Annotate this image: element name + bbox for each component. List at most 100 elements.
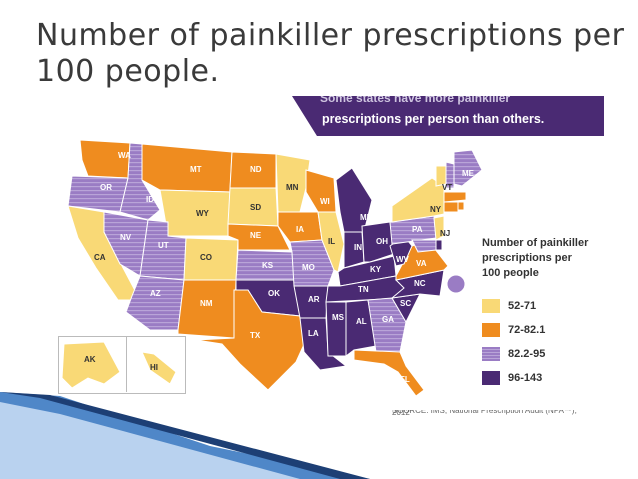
state-in [343, 231, 365, 269]
state-ri [457, 201, 465, 211]
slide-title: Number of painkiller prescriptions per 1… [36, 18, 625, 89]
state-la [299, 317, 348, 371]
state-label-mo: MO [302, 263, 315, 272]
state-label-md: MD [452, 255, 465, 264]
alaska-hawaii-inset [58, 336, 186, 394]
state-mt [141, 143, 233, 193]
banner-box [292, 96, 604, 136]
state-md [411, 239, 437, 253]
state-dc-marker [446, 274, 466, 294]
state-al [345, 299, 377, 357]
state-or [67, 175, 129, 213]
state-label-pa: PA [412, 225, 423, 234]
state-label-ga: GA [382, 315, 394, 324]
legend-swatch [482, 371, 500, 385]
state-label-nj: NJ [440, 229, 450, 238]
state-label-il: IL [328, 237, 335, 246]
state-nh [445, 161, 455, 189]
legend-swatch [482, 347, 500, 361]
state-ct [443, 201, 459, 213]
state-az [125, 275, 185, 331]
banner-text: prescriptions per person than others. [322, 112, 545, 126]
state-oh [361, 221, 395, 263]
state-label-id: ID [146, 195, 154, 204]
state-label-ri: RI [470, 215, 478, 224]
state-label-ks: KS [262, 261, 274, 270]
state-label-tn: TN [358, 285, 369, 294]
state-label-al: AL [356, 317, 367, 326]
source-note: SOURCE: IMS, National Prescription Audit… [392, 410, 577, 416]
state-mi [335, 167, 373, 233]
state-label-la: LA [308, 329, 319, 338]
state-label-nm: NM [200, 299, 213, 308]
state-label-hi: HI [150, 363, 158, 372]
state-label-ne: NE [250, 231, 262, 240]
state-label-wy: WY [196, 209, 210, 218]
state-label-ak: AK [84, 355, 96, 364]
legend-swatch [482, 323, 500, 337]
state-label-oh: OH [376, 237, 388, 246]
legend-label: 82.2-95 [508, 348, 546, 360]
state-label-nc: NC [414, 279, 426, 288]
state-label-wi: WI [320, 197, 330, 206]
state-tx [195, 289, 307, 391]
state-label-nv: NV [120, 233, 132, 242]
legend-swatch [482, 299, 500, 313]
state-label-wa: WA [118, 151, 131, 160]
state-label-wv: WV [396, 255, 410, 264]
state-label-ct: CT [462, 223, 473, 232]
state-label-ma: MA [472, 203, 485, 212]
inset-divider [126, 336, 127, 392]
state-ma [443, 191, 467, 203]
legend-label: 96-143 [508, 372, 543, 384]
state-label-mn: MN [286, 183, 299, 192]
decorative-swoosh [0, 392, 370, 479]
state-label-ny: NY [430, 205, 442, 214]
legend-label: 72-82.1 [508, 324, 546, 336]
state-label-ok: OK [268, 289, 280, 298]
state-label-tx: TX [250, 331, 261, 340]
state-wy [159, 189, 231, 237]
state-label-mi: MI [360, 213, 369, 222]
state-ga [367, 297, 407, 353]
legend-label: 52-71 [508, 300, 537, 312]
state-label-fl: FL [400, 375, 410, 384]
state-ms [325, 301, 347, 357]
state-label-az: AZ [150, 289, 161, 298]
state-label-de: DE [452, 241, 464, 250]
state-label-in: IN [354, 243, 362, 252]
legend-item-82-95: 82.2-95 [482, 346, 545, 362]
state-label-or: OR [100, 183, 112, 192]
state-label-co: CO [200, 253, 212, 262]
state-label-sd: SD [250, 203, 261, 212]
state-label-nh: NH [466, 193, 478, 202]
state-label-ut: UT [158, 241, 169, 250]
state-ak [61, 341, 121, 389]
state-label-vt: VT [442, 183, 452, 192]
state-mn [275, 153, 311, 213]
legend-title: Number of painkiller prescriptions per 1… [482, 237, 589, 279]
legend-item-96-143: 96-143 [482, 370, 542, 386]
legend-item-52-71: 52-71 [482, 298, 536, 314]
state-nj [433, 215, 445, 241]
state-nv [103, 211, 149, 277]
state-me [453, 149, 483, 187]
banner-hidden-line: Some states have more painkiller [320, 96, 511, 105]
state-label-ar: AR [308, 295, 320, 304]
state-label-ia: IA [296, 225, 304, 234]
state-label-va: VA [416, 259, 427, 268]
state-ny [391, 177, 445, 223]
state-hi [141, 351, 177, 385]
state-label-sc: SC [400, 299, 411, 308]
state-label-mt: MT [190, 165, 202, 174]
state-label-ms: MS [332, 313, 345, 322]
state-label-nd: ND [250, 165, 262, 174]
state-label-me: ME [462, 169, 475, 178]
state-label-ca: CA [94, 253, 106, 262]
state-fl [353, 349, 425, 397]
state-label-ky: KY [370, 265, 382, 274]
state-de [435, 239, 443, 251]
legend-item-72-82: 72-82.1 [482, 322, 545, 338]
state-nm [177, 279, 237, 339]
